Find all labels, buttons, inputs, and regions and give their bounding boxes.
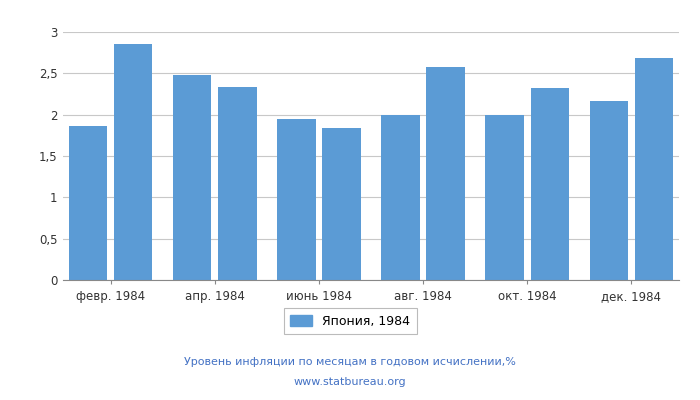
Bar xyxy=(218,87,257,280)
Text: Уровень инфляции по месяцам в годовом исчислении,%: Уровень инфляции по месяцам в годовом ис… xyxy=(184,357,516,367)
Bar xyxy=(531,88,569,280)
Bar xyxy=(114,44,153,280)
Bar xyxy=(426,67,465,280)
Bar xyxy=(382,116,420,280)
Bar xyxy=(322,128,360,280)
Bar xyxy=(485,116,524,280)
Bar xyxy=(635,58,673,280)
Bar xyxy=(277,119,316,280)
Bar xyxy=(173,75,211,280)
Bar xyxy=(69,126,107,280)
Text: www.statbureau.org: www.statbureau.org xyxy=(294,377,406,387)
Legend: Япония, 1984: Япония, 1984 xyxy=(284,308,416,334)
Bar xyxy=(589,101,628,280)
